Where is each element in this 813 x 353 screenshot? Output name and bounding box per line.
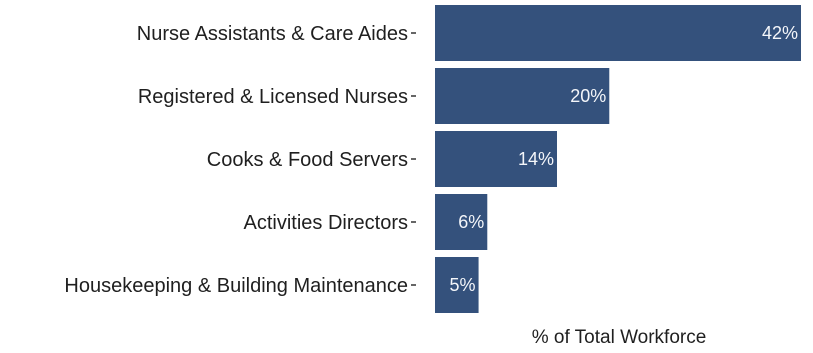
category-label-4: Activities Directors xyxy=(244,212,408,234)
bar-4 xyxy=(435,194,488,250)
bar-3 xyxy=(435,131,557,187)
bar-5 xyxy=(435,257,479,313)
data-label-3: 14% xyxy=(518,149,554,169)
category-label-5: Housekeeping & Building Maintenance xyxy=(64,275,408,297)
data-label-4: 6% xyxy=(458,212,484,232)
category-label-3: Cooks & Food Servers xyxy=(207,149,408,171)
bar-2 xyxy=(435,68,610,124)
category-label-2: Registered & Licensed Nurses xyxy=(138,86,408,108)
category-labels-layer: Nurse Assistants & Care Aides Registered … xyxy=(64,23,416,297)
bar-1 xyxy=(435,5,801,61)
data-label-2: 20% xyxy=(570,86,606,106)
data-label-5: 5% xyxy=(450,275,476,295)
bars-layer: 42% 20% 14% 6% 5% xyxy=(435,5,801,313)
data-label-1: 42% xyxy=(762,23,798,43)
x-axis-title: % of Total Workforce xyxy=(532,327,707,348)
category-label-1: Nurse Assistants & Care Aides xyxy=(137,23,408,45)
